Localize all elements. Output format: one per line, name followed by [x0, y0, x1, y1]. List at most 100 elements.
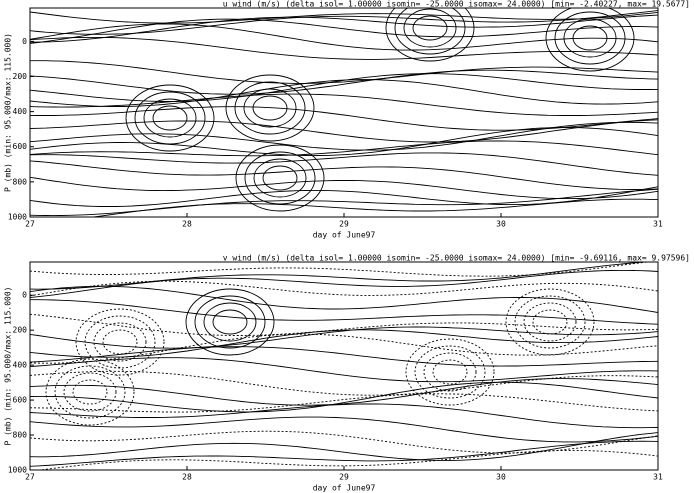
contour-line — [30, 18, 658, 44]
contour-line — [30, 69, 658, 95]
contour-field — [30, 262, 658, 470]
contour-line — [235, 144, 325, 212]
y-tick-label: 600 — [13, 396, 28, 405]
panel-title: u wind (m/s) (delta isol= 1.00000 isomin… — [223, 0, 690, 9]
contour-line — [30, 416, 658, 443]
plot-frame — [29, 261, 659, 471]
contour-line — [30, 152, 658, 176]
y-tick-label: 1000 — [8, 466, 27, 475]
contour-line — [143, 98, 197, 138]
contour-line — [514, 295, 586, 349]
contour-line — [30, 299, 658, 325]
x-axis-label: day of June97 — [313, 231, 376, 240]
contour-line — [30, 140, 658, 157]
contour-line — [30, 378, 658, 406]
contour-line — [30, 381, 658, 413]
y-tick-label: 800 — [13, 431, 28, 440]
contour-line — [225, 74, 315, 142]
contour-line — [30, 280, 658, 297]
contour-line — [432, 359, 468, 385]
contour-line — [194, 295, 266, 349]
contour-line — [394, 8, 466, 55]
contour-line — [30, 333, 658, 364]
contour-line — [262, 165, 298, 191]
contour-line — [30, 160, 658, 190]
contour-line — [102, 329, 138, 355]
contour-line — [203, 302, 257, 342]
x-tick-label: 30 — [496, 473, 506, 482]
contour-line — [84, 315, 156, 369]
contour-line — [30, 119, 658, 143]
y-tick-label: 400 — [13, 107, 28, 116]
y-tick-label: 800 — [13, 177, 28, 186]
contour-line — [30, 269, 658, 299]
contour-line — [412, 15, 448, 41]
contour-line — [414, 345, 486, 399]
contour-line — [30, 186, 658, 207]
contour-line — [403, 8, 457, 48]
contour-line — [234, 81, 306, 135]
contour-line — [93, 322, 147, 362]
contour-line — [30, 126, 658, 157]
contour-line — [385, 8, 475, 62]
contour-line — [30, 121, 658, 151]
contour-line — [36, 449, 658, 470]
contour-line — [30, 93, 658, 116]
x-tick-label: 31 — [653, 473, 663, 482]
y-axis-label: P (mb) (min: 95.000/max: 115.000) — [4, 287, 13, 446]
x-tick-label: 29 — [339, 473, 349, 482]
contour-line — [125, 84, 215, 152]
contour-line — [30, 23, 658, 51]
contour-line — [563, 18, 617, 58]
y-tick-label: 1000 — [8, 213, 27, 222]
x-tick-label: 28 — [182, 473, 192, 482]
contour-line — [523, 302, 577, 342]
contour-line — [63, 372, 117, 412]
contour-line — [554, 11, 626, 65]
contour-line — [72, 379, 108, 405]
contour-line — [30, 432, 658, 461]
y-tick-label: 200 — [13, 326, 28, 335]
x-tick-label: 29 — [339, 220, 349, 229]
x-axis-label: day of June97 — [313, 484, 376, 493]
contour-line — [505, 288, 595, 356]
contour-line — [253, 158, 307, 198]
contour-line — [30, 370, 658, 396]
contour-line — [30, 440, 658, 467]
contour-line — [30, 403, 658, 429]
contour-line — [30, 73, 658, 102]
contour-line — [405, 338, 495, 406]
contour-line — [212, 309, 248, 335]
y-axis-label: P (mb) (min: 95.000/max: 115.000) — [4, 33, 13, 192]
contour-line — [30, 357, 658, 383]
contour-line — [30, 346, 658, 367]
contour-field — [30, 8, 658, 217]
contour-line — [30, 285, 658, 313]
contour-line — [185, 288, 275, 356]
contour-line — [30, 326, 658, 349]
x-tick-label: 31 — [653, 220, 663, 229]
y-tick-label: 600 — [13, 142, 28, 151]
contour-line — [90, 198, 658, 217]
contour-line — [30, 60, 658, 84]
y-tick-label: 400 — [13, 361, 28, 370]
y-tick-label: 0 — [22, 291, 27, 300]
contour-line — [30, 262, 651, 277]
x-tick-label: 30 — [496, 220, 506, 229]
y-tick-label: 200 — [13, 72, 28, 81]
panel-title: v wind (m/s) (delta isol= 1.00000 isomin… — [223, 254, 690, 263]
x-tick-label: 27 — [25, 473, 35, 482]
contour-line — [252, 95, 288, 121]
contour-line — [423, 352, 477, 392]
contour-line — [30, 329, 658, 358]
contour-line — [30, 79, 658, 107]
contour-line — [30, 36, 658, 60]
contour-line — [30, 262, 653, 290]
contour-line — [30, 313, 658, 336]
contour-line — [54, 365, 126, 419]
contour-line — [30, 14, 658, 43]
y-tick-label: 0 — [22, 37, 27, 46]
contour-line — [30, 11, 658, 24]
contour-line — [244, 151, 316, 205]
